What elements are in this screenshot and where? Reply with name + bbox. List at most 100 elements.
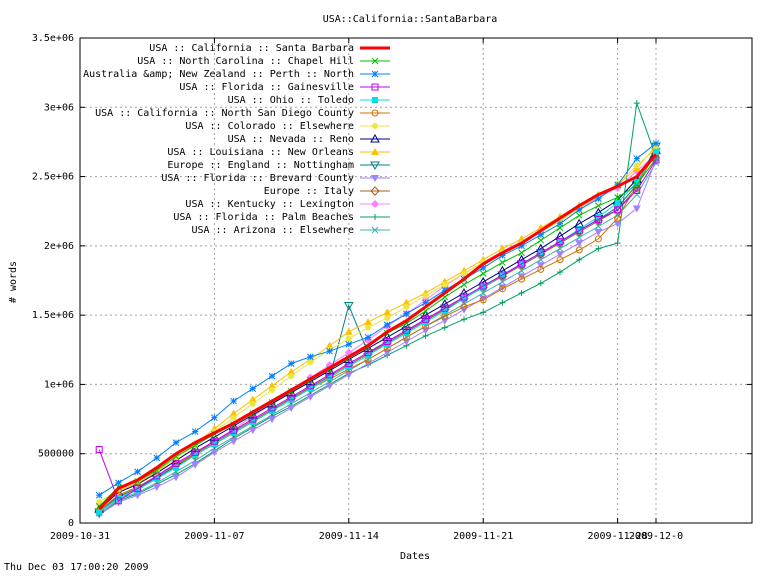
data-point xyxy=(153,454,161,462)
data-point xyxy=(248,427,257,435)
data-point xyxy=(229,409,238,417)
data-point xyxy=(460,281,468,289)
data-point xyxy=(441,304,449,312)
data-point xyxy=(498,271,506,279)
data-point xyxy=(595,245,602,252)
data-point xyxy=(518,249,525,257)
legend-entry: USA :: California :: North San Diego Cou… xyxy=(95,108,390,119)
data-point xyxy=(614,206,622,214)
data-point xyxy=(133,492,142,500)
data-point xyxy=(633,181,641,189)
data-point xyxy=(370,133,380,143)
legend-label: USA :: California :: North San Diego Cou… xyxy=(95,108,354,119)
legend-entry: Europe :: England :: Nottingham xyxy=(167,160,390,171)
data-point xyxy=(403,303,410,310)
data-point xyxy=(326,347,333,355)
data-point xyxy=(288,373,295,380)
data-point xyxy=(575,240,584,248)
data-point xyxy=(287,360,295,367)
data-point xyxy=(575,212,583,219)
data-point xyxy=(229,438,238,446)
legend-entry: USA :: Ohio :: Toledo xyxy=(228,95,390,106)
data-point xyxy=(372,214,378,220)
data-point xyxy=(345,360,353,368)
series-line xyxy=(98,152,657,511)
data-point xyxy=(499,278,506,286)
data-point xyxy=(230,426,238,434)
x-tick-label: 2009-10-31 xyxy=(50,531,110,542)
y-tick-label: 3.5e+06 xyxy=(32,33,74,44)
data-point xyxy=(371,226,379,234)
data-point xyxy=(96,499,103,506)
data-point xyxy=(345,340,353,348)
y-tick-label: 0 xyxy=(68,518,74,529)
data-point xyxy=(537,249,545,257)
data-point xyxy=(307,359,314,366)
data-point xyxy=(268,372,276,380)
series-usa-nevada-reno xyxy=(94,145,661,513)
data-point xyxy=(613,220,622,228)
data-point xyxy=(249,415,257,423)
data-point xyxy=(210,437,218,445)
data-point xyxy=(499,252,506,259)
data-point xyxy=(614,240,621,247)
data-point xyxy=(370,161,380,171)
data-point xyxy=(479,282,487,290)
data-point xyxy=(633,179,640,186)
data-point xyxy=(594,216,602,224)
legend-entry: USA :: Florida :: Palm Beaches xyxy=(173,212,390,223)
data-point xyxy=(557,269,563,276)
data-point xyxy=(134,468,141,476)
legend-label: USA :: California :: Santa Barbara xyxy=(149,43,354,54)
data-point xyxy=(95,491,103,499)
data-point xyxy=(460,293,468,301)
x-tick-label: 2009-12-0 xyxy=(629,531,683,542)
data-point xyxy=(518,242,525,250)
series-europe-italy xyxy=(94,144,661,516)
data-point xyxy=(248,395,257,403)
data-point xyxy=(576,256,583,263)
data-point xyxy=(344,371,353,379)
data-point xyxy=(371,175,379,182)
data-point xyxy=(420,310,431,319)
data-point xyxy=(115,479,122,487)
data-point xyxy=(371,148,379,155)
y-tick-label: 500000 xyxy=(38,449,74,460)
legend-entry: USA :: California :: Santa Barbara xyxy=(149,43,390,54)
data-point xyxy=(480,309,487,316)
y-tick-label: 2e+06 xyxy=(44,241,74,252)
data-point xyxy=(633,186,641,194)
data-point xyxy=(422,299,429,307)
data-point xyxy=(403,310,410,318)
legend-label: USA :: North Carolina :: Chapel Hill xyxy=(137,56,354,67)
data-point xyxy=(134,484,142,492)
x-axis-label: Dates xyxy=(400,551,430,562)
y-axis-label: # words xyxy=(8,261,19,303)
data-point xyxy=(153,472,161,480)
data-point xyxy=(402,338,411,346)
data-point xyxy=(96,508,103,515)
legend-entry: USA :: Nevada :: Reno xyxy=(228,133,390,145)
data-point xyxy=(479,264,487,272)
data-point xyxy=(364,333,372,341)
data-point xyxy=(595,223,602,230)
legend-entry: USA :: Kentucky :: Lexington xyxy=(185,199,390,210)
data-point xyxy=(371,70,379,78)
y-tick-label: 3e+06 xyxy=(44,102,74,113)
series-line xyxy=(98,145,657,513)
data-point xyxy=(230,397,237,405)
legend-entry: USA :: Colorado :: Elsewhere xyxy=(185,121,390,132)
data-point xyxy=(325,341,334,349)
data-point xyxy=(652,139,660,147)
data-point xyxy=(440,317,449,325)
y-tick-label: 1e+06 xyxy=(44,379,74,390)
data-point xyxy=(365,324,371,331)
data-point xyxy=(518,275,526,283)
data-point xyxy=(594,229,603,236)
data-point xyxy=(287,404,296,412)
series-line xyxy=(98,102,657,516)
data-point xyxy=(518,260,526,268)
data-point xyxy=(383,337,391,345)
